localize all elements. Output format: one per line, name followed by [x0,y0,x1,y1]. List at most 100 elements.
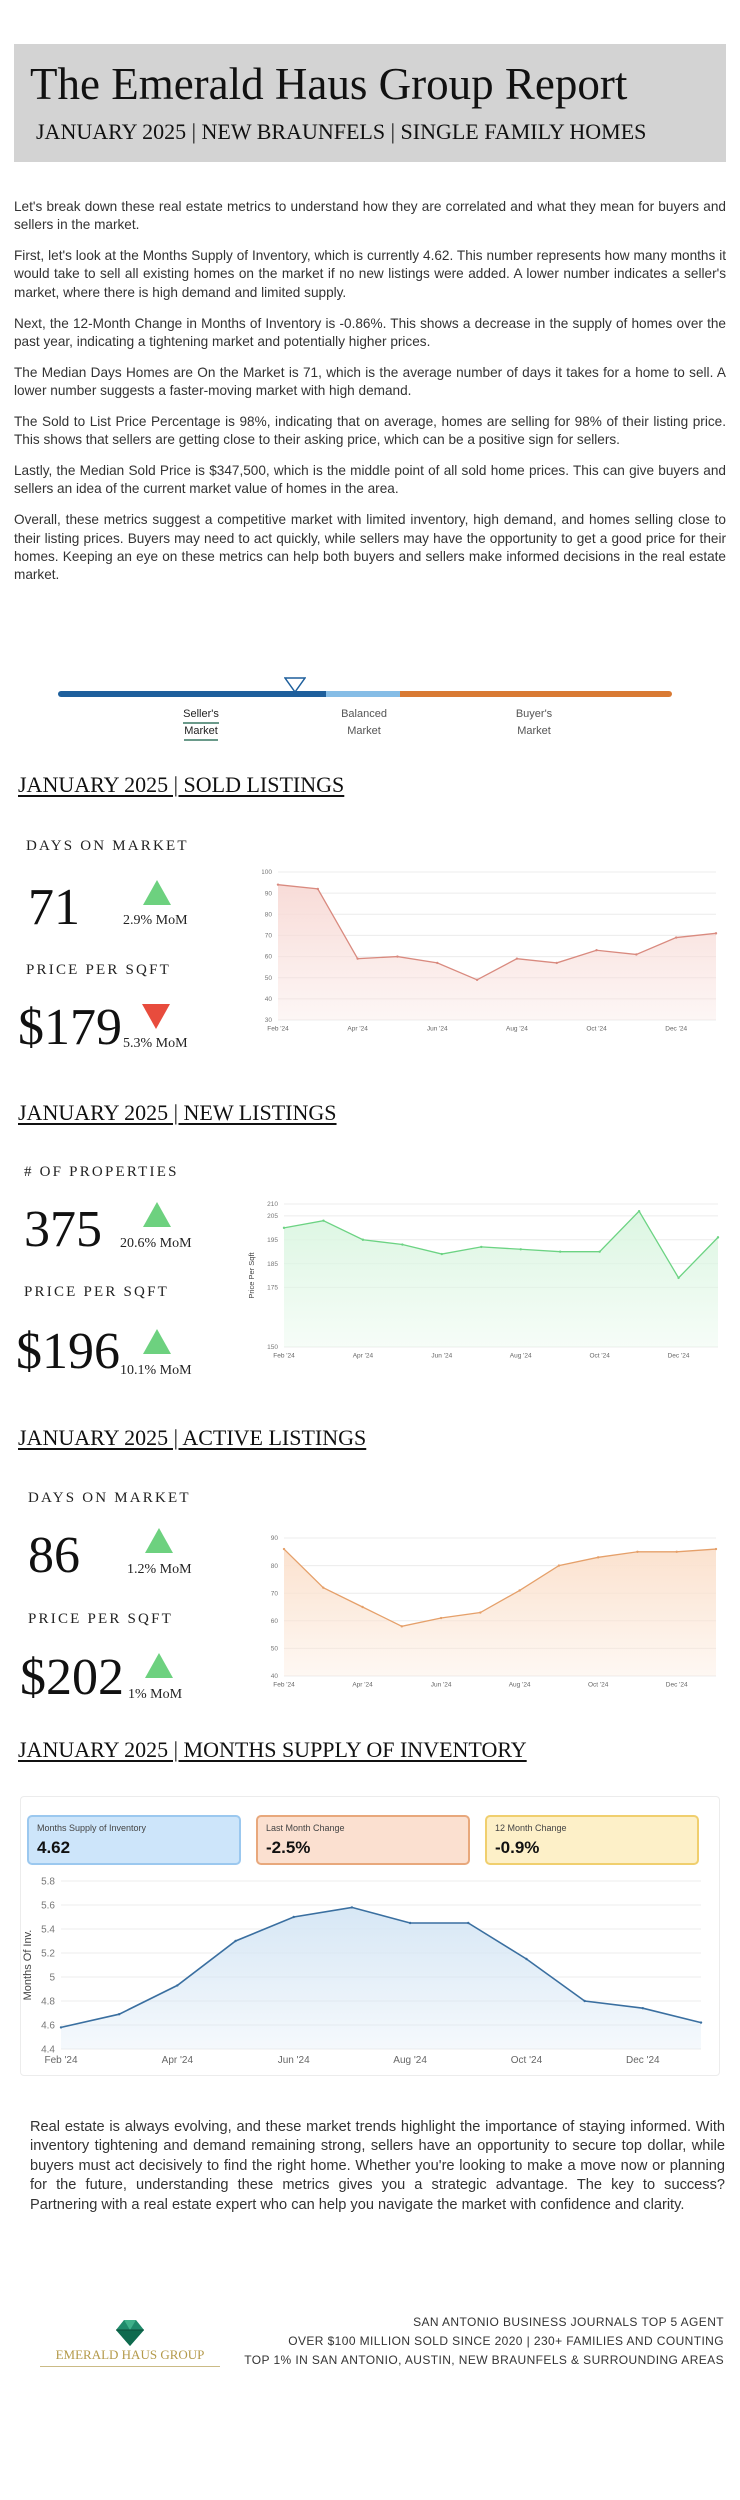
data-point [699,2021,703,2024]
seller-market-label: Seller's Market [161,706,241,741]
data-point [59,2026,63,2029]
data-point [583,1999,586,2003]
active-days-label: DAYS ON MARKET [28,1490,191,1506]
report-subtitle: JANUARY 2025 | NEW BRAUNFELS | SINGLE FA… [36,119,647,144]
new-ppsf-chart: 150 175 185 195 205 210 Feb '24 Apr '24 Jun '24 A… [238,1190,722,1365]
footer-credentials: SAN ANTONIO BUSINESS JOURNALS TOP 5 AGEN… [244,2313,724,2370]
intro-paragraph: Let's break down these real estate metri… [14,199,726,233]
y-tick-label: 60 [265,954,273,961]
y-tick-label: 40 [265,996,273,1003]
active-days-chart: 40 50 60 70 80 90 Feb '24 Apr '24 Jun '24 Aug '24… [266,1522,722,1692]
data-point [276,883,280,886]
series-line [283,1548,717,1628]
report-header: The Emerald Haus Group Report JANUARY 20… [14,44,726,162]
x-tick-label: Jun '24 [431,1682,452,1689]
x-tick-label: Dec '24 [665,1026,687,1033]
active-ppsf-change: 1% MoM [128,1687,183,1702]
data-point [439,1616,443,1620]
y-tick-label: 90 [265,890,273,897]
data-point [322,1219,325,1222]
y-tick-label: 4.6 [41,2020,55,2031]
buyer-market-label: Buyer's Market [515,708,553,737]
kpi-label: 12 Month Change [495,1823,567,1833]
y-tick-label: 5.6 [41,1900,55,1911]
y-axis-label: Months Of Inv. [22,1930,34,2001]
data-point [322,1586,325,1589]
intro-paragraph: The Median Days Homes are On the Market … [14,364,726,399]
y-tick-label: 50 [265,975,273,982]
kpi-value: -0.9% [495,1838,540,1857]
series-area [284,1211,718,1347]
footer-line: OVER $100 MILLION SOLD SINCE 2020 | 230+… [288,2334,724,2348]
data-point [598,1250,601,1253]
new-listings-title: JANUARY 2025 | NEW LISTINGS [18,1100,337,1125]
active-ppsf-value: $202 [20,1649,124,1706]
active-days-change: 1.2% MoM [127,1562,192,1577]
data-point [716,1236,720,1239]
y-tick-label: 70 [265,933,273,940]
series-area [284,1549,716,1676]
data-point [282,1226,286,1230]
buyer-market-bar [400,691,672,697]
data-point [515,957,519,960]
new-props-change: 20.6% MoM [120,1236,192,1251]
y-tick-label: 4.4 [41,2044,55,2055]
series-line [60,1906,702,2029]
supply-chart: 4.4 4.6 4.8 5 5.2 5.4 5.6 5.8 Feb '24 Apr '24 Jun … [21,1871,719,2071]
new-ppsf-value: $196 [16,1323,120,1380]
new-ppsf-change: 10.1% MoM [120,1363,192,1378]
active-listings-title: JANUARY 2025 | ACTIVE LISTINGS [18,1425,367,1450]
y-tick-label: 30 [265,1017,273,1024]
data-point [361,1605,364,1609]
emerald-logo-icon [116,2320,144,2346]
data-point [595,949,598,952]
y-tick-label: 185 [267,1261,278,1268]
y-tick-label: 60 [271,1618,279,1625]
logo-wordmark: EMERALD HAUS GROUP [55,2347,205,2362]
x-tick-label: Jun '24 [431,1353,452,1360]
data-point [400,1625,404,1628]
x-tick-label: Feb '24 [267,1026,289,1033]
up-arrow-icon [145,1653,173,1678]
intro-paragraph: Next, the 12-Month Change in Months of I… [14,315,726,349]
y-tick-label: 5.8 [41,1876,55,1887]
data-point [436,961,439,965]
x-tick-label: Apr '24 [352,1682,373,1689]
data-point [396,955,399,958]
seller-market-bar [58,691,326,697]
data-point [292,1915,295,1919]
x-tick-label: Oct '24 [588,1682,609,1689]
market-scale: Seller's Market Balanced Market Buyer's Mar… [58,676,672,756]
data-point [677,1276,680,1280]
y-axis-label: Price Per Sqft [247,1251,256,1298]
y-tick-label: 175 [267,1285,278,1292]
data-point [479,1611,482,1614]
data-point [555,961,558,965]
balanced-market-bar [326,691,400,697]
kpi-label: Months Supply of Inventory [37,1823,147,1833]
series-line [283,1210,719,1279]
sold-listings-title: JANUARY 2025 | SOLD LISTINGS [18,772,345,797]
data-point [714,1547,718,1551]
data-point [467,1921,470,1925]
data-point [361,1238,365,1241]
x-tick-label: Feb '24 [44,2055,77,2066]
x-tick-label: Feb '24 [273,1353,295,1360]
data-point [558,1250,562,1253]
data-point [557,1564,561,1567]
up-arrow-icon [143,1202,171,1227]
intro-text: Let's break down these real estate metri… [14,198,726,597]
y-tick-label: 100 [262,869,272,876]
supply-title: JANUARY 2025 | MONTHS SUPPLY OF INVENTOR… [18,1737,527,1762]
x-tick-label: Apr '24 [353,1353,374,1360]
x-tick-label: Aug '24 [506,1026,528,1033]
data-point [675,1550,678,1553]
data-point [440,1252,444,1256]
y-tick-label: 205 [267,1213,278,1220]
data-point [674,936,678,939]
y-tick-label: 150 [267,1344,278,1351]
active-ppsf-label: PRICE PER SQFT [28,1611,173,1627]
data-point [519,1248,522,1251]
data-point [518,1589,521,1592]
new-props-value: 375 [24,1201,102,1258]
